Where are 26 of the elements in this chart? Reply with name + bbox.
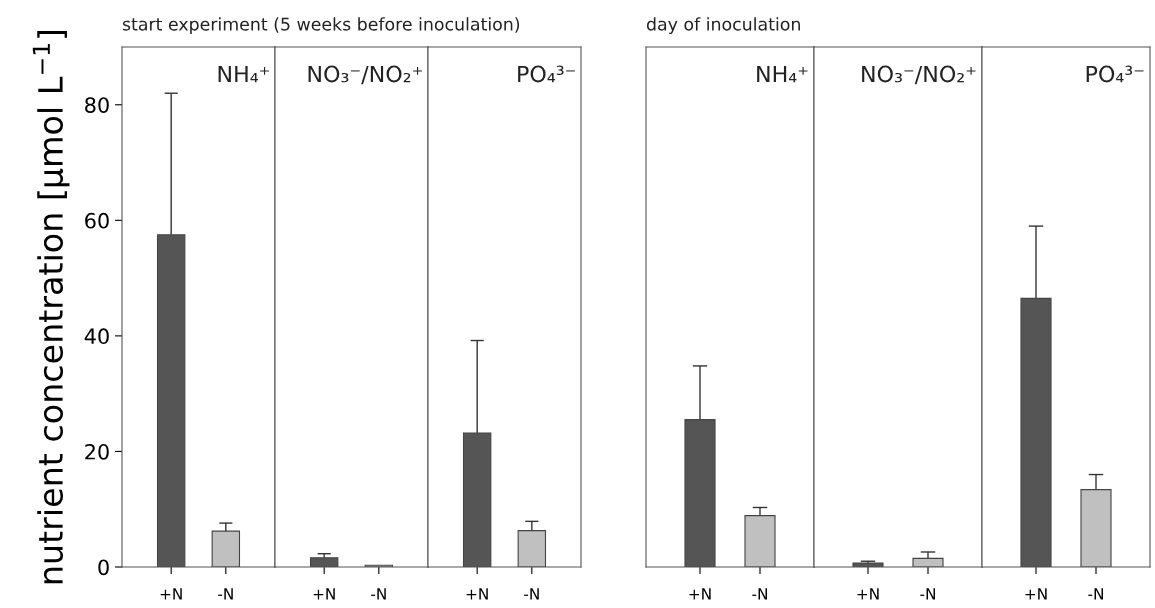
annotation: NO₃⁻/NO₂⁺ [308, 65, 422, 85]
x-tick-label: -N [920, 588, 935, 600]
y-tick-label: 0 [98, 559, 109, 576]
annotation: NH₄⁺ [757, 65, 808, 83]
y-tick-label: 20 [85, 443, 109, 460]
chart-title: day of inoculation [646, 17, 800, 34]
annotation: NH₄⁺ [218, 65, 269, 83]
x-tick-label: -N [524, 588, 539, 600]
x-tick-label: -N [1088, 588, 1103, 600]
x-tick-label: +N [857, 588, 879, 600]
annotation: PO₄³⁻ [1086, 65, 1144, 83]
y-tick-label: 80 [85, 97, 109, 113]
x-tick-label: +N [160, 588, 182, 600]
y-axis-title: nutrient concentration [µmol L$^{−1}$] [32, 30, 70, 584]
text: start experiment (5 weeks before inoculation) [122, 17, 520, 34]
x-tick-label: -N [752, 588, 767, 600]
y-tick-label: 40 [84, 328, 109, 345]
annotation: NO₃⁻/NO₂⁺ [862, 65, 976, 85]
x-tick-label: +N [1025, 588, 1047, 600]
x-tick-label: -N [371, 588, 386, 600]
x-tick-label: -N [218, 588, 233, 600]
x-tick-label: +N [466, 588, 488, 600]
x-tick-label: +N [313, 588, 335, 600]
annotation: PO₄³⁻ [518, 65, 575, 83]
x-tick-label: +N [689, 588, 711, 600]
y-tick-label: 60 [85, 212, 109, 229]
